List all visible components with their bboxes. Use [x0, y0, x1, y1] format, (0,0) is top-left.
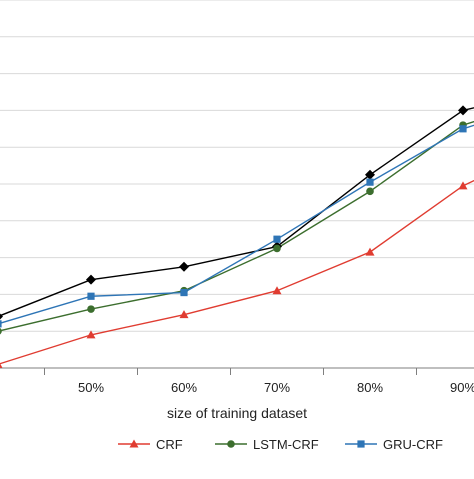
data-point: [366, 187, 374, 196]
data-point: [86, 330, 96, 339]
series-line-gru-crf: [0, 124, 474, 324]
data-point: [0, 313, 3, 320]
data-point: [180, 288, 188, 297]
data-point: [129, 439, 139, 448]
data-point: [365, 169, 375, 180]
data-point: [86, 274, 96, 285]
gridlines: [0, 0, 474, 332]
x-axis-label: size of training dataset: [167, 405, 307, 421]
data-point: [87, 305, 95, 313]
legend-label: LSTM-CRF: [253, 437, 319, 452]
data-point: [365, 247, 375, 256]
x-axis: 50% 60% 70% 80% 90%: [0, 367, 474, 395]
legend-label: CRF: [156, 437, 183, 452]
data-point: [459, 125, 467, 133]
data-point: [0, 327, 2, 335]
x-tick-label: 80%: [357, 380, 383, 395]
data-point: [458, 105, 468, 116]
data-point: [366, 178, 374, 186]
data-point: [227, 440, 235, 448]
x-tick-label: 90%: [450, 380, 474, 395]
data-point: [0, 320, 2, 328]
data-point: [272, 286, 282, 295]
data-point: [179, 310, 189, 319]
data-point: [458, 181, 468, 190]
series-lines: [0, 107, 474, 365]
data-point: [0, 363, 3, 368]
data-point: [273, 235, 281, 243]
data-point: [87, 292, 95, 300]
legend: CRF LSTM-CRF GRU-CRF: [118, 437, 443, 452]
data-point: [357, 440, 365, 448]
series-markers: [0, 105, 468, 368]
series-line-unnamed: [0, 107, 474, 317]
x-tick-label: 60%: [171, 380, 197, 395]
data-point: [179, 261, 189, 272]
x-tick-label: 50%: [78, 380, 104, 395]
data-point: [273, 244, 281, 253]
x-tick-label: 70%: [264, 380, 290, 395]
legend-label: GRU-CRF: [383, 437, 443, 452]
series-line-lstm-crf: [0, 120, 474, 332]
